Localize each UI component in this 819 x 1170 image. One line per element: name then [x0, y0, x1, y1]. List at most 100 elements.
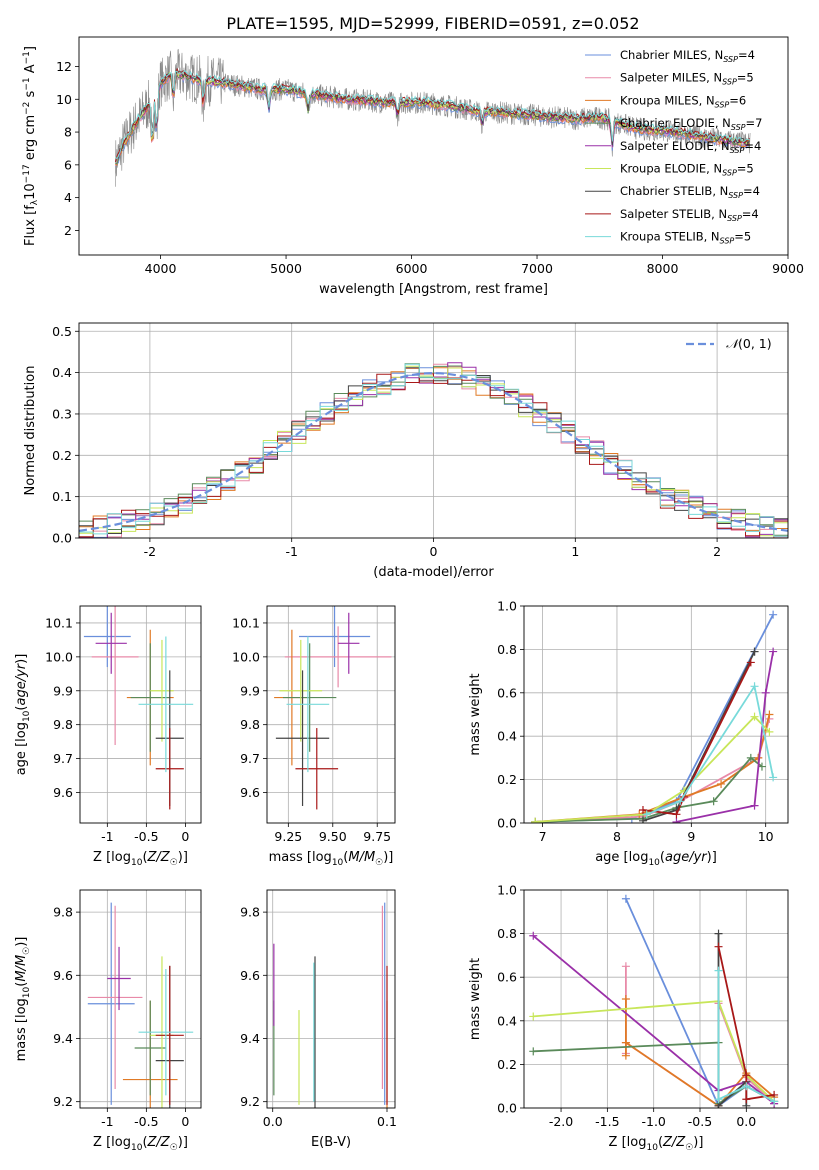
weight-marker: [714, 1095, 723, 1104]
y-axis-label: mass [log10(M/M☉)]: [14, 937, 32, 1062]
x-tick-label: -1: [101, 1114, 113, 1129]
weight-marker: [742, 1071, 751, 1080]
axes-frame: [78, 322, 789, 539]
errorbar-salpeter_stelib: [155, 728, 184, 810]
label-part: (: [660, 850, 665, 865]
label-part: age/yr: [14, 662, 29, 705]
y-tick-label: 1.0: [497, 599, 517, 614]
weight-marker: [621, 1038, 630, 1047]
errorbar-salpeter_miles: [284, 626, 392, 688]
y-tick-label: 10.1: [232, 615, 260, 630]
weight-line: [535, 714, 771, 823]
label-part: SSP: [715, 100, 730, 109]
errorbar-chabrier_miles: [87, 902, 135, 1105]
label-part: Salpeter ELODIE, N: [620, 139, 730, 153]
label-part: SSP: [727, 214, 742, 223]
weight-marker: [757, 762, 766, 771]
label-part: age/yr: [665, 850, 708, 865]
model-line-salpeter_elodie: [115, 71, 750, 160]
weight-line: [532, 935, 775, 1105]
x-tick-label: 0: [430, 544, 438, 559]
y-tick-label: 2: [64, 223, 72, 238]
weight-line: [646, 683, 774, 816]
label-part: SSP: [731, 123, 746, 132]
x-axis-label: E(B-V): [311, 1135, 351, 1150]
weight-marker: [638, 805, 647, 814]
label-part: =4: [738, 48, 755, 62]
errorbar-salpeter_stelib: [155, 965, 184, 1105]
weight-line: [642, 661, 752, 816]
label-part: −17: [22, 164, 32, 183]
x-tick-label: -2: [144, 544, 156, 559]
y-tick-label: 9.2: [53, 1094, 73, 1109]
x-tick-label: 0: [181, 1114, 189, 1129]
axes-frame: [523, 889, 789, 1109]
plot-area: [87, 902, 194, 1108]
y-tick-label: 0.0: [497, 1101, 517, 1116]
y-tick-label: 9.8: [53, 717, 73, 732]
label-part: ☉: [170, 858, 178, 868]
x-tick-label: -1.0: [641, 1114, 665, 1129]
label-part: −1: [22, 77, 32, 90]
x-tick-label: -2.0: [549, 1114, 573, 1129]
grid-lines: [80, 890, 201, 1108]
label-part: =5: [737, 162, 754, 176]
x-tick-label: 7: [539, 829, 547, 844]
legend-label: Salpeter ELODIE, NSSP=4: [620, 139, 761, 155]
axes-frame: [523, 605, 789, 824]
weight-marker: [761, 688, 770, 697]
label-part: 10: [22, 986, 32, 998]
axes-frame: [79, 889, 202, 1109]
label-part: SSP: [722, 78, 737, 87]
plot-area: [529, 894, 779, 1108]
label-part: Z [log: [93, 1135, 131, 1150]
label-part: =4: [743, 184, 760, 198]
x-tick-label: 1: [571, 544, 579, 559]
y-tick-label: 0.8: [497, 926, 517, 941]
x-tick-label: 8000: [647, 261, 679, 276]
weight-marker: [769, 610, 778, 619]
label-part: ☉: [22, 947, 32, 955]
x-tick-label: 0: [181, 829, 189, 844]
histogram-kroupa_stelib: [79, 363, 788, 537]
label-part: Kroupa ELODIE, N: [620, 162, 722, 176]
label-part: 10: [646, 1143, 658, 1153]
figure-title: PLATE=1595, MJD=52999, FIBERID=0591, z=0…: [226, 14, 639, 33]
label-part: )]: [693, 1135, 703, 1150]
y-tick-label: 0.2: [497, 772, 517, 787]
weight-marker: [765, 727, 774, 736]
y-tick-label: 1.0: [497, 883, 517, 898]
plot-area: [273, 902, 388, 1108]
y-tick-label: 6: [64, 157, 72, 172]
label-part: )]: [178, 850, 188, 865]
grid-lines: [524, 605, 788, 824]
y-tick-label: 4: [64, 190, 72, 205]
y-tick-label: 0.3: [52, 406, 72, 421]
label-part: )]: [14, 654, 29, 664]
weight-series-kroupa_elodie: [531, 712, 774, 823]
weight-marker: [621, 962, 630, 971]
legend-label: Chabrier STELIB, NSSP=4: [620, 184, 760, 200]
weight-marker: [717, 779, 726, 788]
y-tick-label: 12: [56, 59, 72, 74]
label-part: 10: [131, 858, 143, 868]
label-part: (: [343, 850, 348, 865]
y-tick-label: 0.4: [497, 1013, 517, 1028]
x-tick-label: 8: [613, 829, 621, 844]
normal-curve: [79, 371, 788, 532]
y-tick-label: 9.8: [240, 905, 260, 920]
label-part: λ: [30, 199, 40, 205]
mass-vs-metallicity-panel: -1 -0.5 09.29.49.69.8Z [log10(Z/Z☉)]mass […: [14, 889, 202, 1153]
weight-line: [535, 718, 771, 823]
axes-frame: [78, 36, 789, 256]
label-part: (0, 1): [738, 336, 772, 351]
x-axis-label: wavelength [Angstrom, rest frame]: [319, 282, 548, 297]
label-part: )]: [707, 850, 717, 865]
y-tick-label: 10: [56, 92, 72, 107]
y-tick-label: 9.8: [240, 717, 260, 732]
label-part: 10: [131, 1143, 143, 1153]
label-part: SSP: [720, 237, 735, 246]
errorbar-kroupa_stelib: [138, 636, 194, 773]
label-part: age [log: [595, 850, 648, 865]
